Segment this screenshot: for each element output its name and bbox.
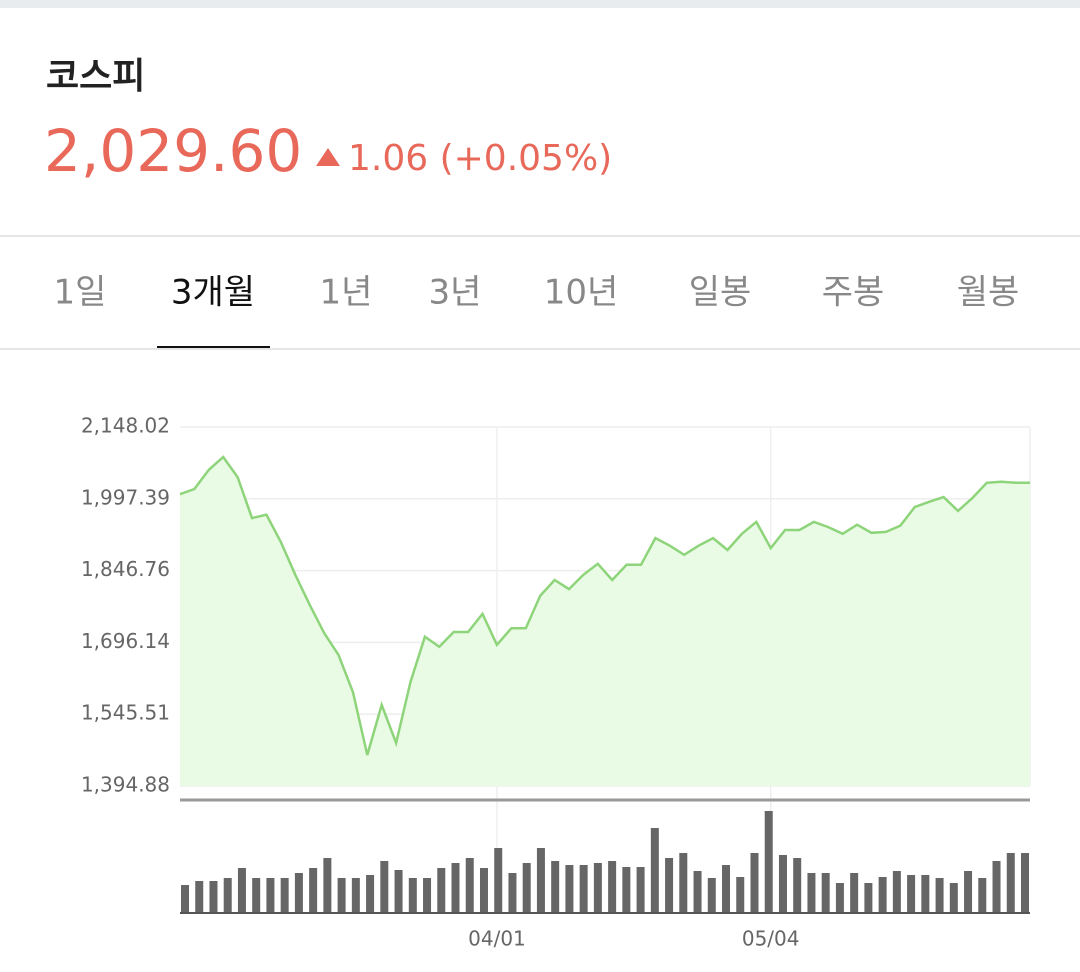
volume-bar <box>423 878 432 913</box>
y-tick-label: 1,846.76 <box>81 557 170 581</box>
tab[interactable]: 월봉 <box>957 273 1020 313</box>
y-tick-label: 1,545.51 <box>81 701 170 725</box>
volume-bar <box>1006 853 1015 913</box>
line <box>179 455 1030 756</box>
volume-bar <box>536 848 545 913</box>
volume-bar <box>237 868 246 913</box>
volume-bar <box>252 878 261 913</box>
volume-bar <box>636 867 645 913</box>
volume-bar <box>935 878 944 913</box>
tab[interactable]: 1일 <box>54 273 107 313</box>
volume-bar <box>892 871 901 913</box>
volume-bar <box>181 885 189 913</box>
volume-bar <box>907 875 916 913</box>
volume-bar <box>309 868 318 913</box>
volume-bar <box>494 848 503 913</box>
volume-bar <box>366 875 375 913</box>
volume-bar <box>622 867 631 913</box>
tab[interactable]: 주봉 <box>822 273 885 313</box>
volume-bar <box>337 878 346 913</box>
volume-bar <box>508 873 517 913</box>
up-arrow <box>316 148 340 166</box>
volume-bar <box>921 875 930 913</box>
index-price: 2,029.60 <box>44 117 302 185</box>
tabs: 1일 3개월 1년 3년 10년 일봉 주봉 월봉 <box>54 273 1020 350</box>
volume-bar <box>679 853 688 913</box>
volume-bar <box>978 878 987 913</box>
volume-bar <box>351 878 360 913</box>
chart: 1,394.88 1,545.51 1,696.14 1,846.76 1,997.39… <box>81 414 1031 951</box>
volume-bar <box>593 863 602 913</box>
volume-bar <box>579 865 588 913</box>
tab[interactable]: 3개월 <box>171 273 255 313</box>
volume-bar <box>551 861 560 913</box>
volume-bar <box>821 873 830 913</box>
volume-bar <box>294 873 303 913</box>
x-tick-label: 04/01 <box>468 927 526 951</box>
tab[interactable]: 10년 <box>544 273 619 313</box>
volume-bar <box>778 855 787 913</box>
volume-bar <box>380 861 389 913</box>
tab[interactable]: 3년 <box>429 273 482 313</box>
volume-bar <box>850 873 859 913</box>
index-change: 1.06 (+0.05%) <box>348 138 612 179</box>
volume-bar <box>764 811 773 913</box>
volume-bar <box>949 883 958 913</box>
volume-bar <box>878 877 887 913</box>
volume-bar <box>693 871 702 913</box>
volume-bar <box>280 878 289 913</box>
tab[interactable]: 일봉 <box>689 273 752 313</box>
volume-bar <box>793 858 802 913</box>
y-tick-label: 2,148.02 <box>81 414 170 438</box>
volume-bar <box>408 878 417 913</box>
volume-bar <box>394 870 403 913</box>
volume-bar <box>479 868 488 913</box>
volume-bar <box>1021 853 1029 913</box>
volume-bar <box>964 871 973 913</box>
y-tick-label: 1,394.88 <box>81 773 170 797</box>
line-area <box>180 457 1030 786</box>
volume-bar <box>736 877 745 913</box>
volume-bar <box>750 853 759 913</box>
volume-bar <box>608 861 617 913</box>
volume-bar <box>195 881 204 913</box>
volume-bar <box>992 861 1001 913</box>
volume-bar <box>522 863 531 913</box>
y-tick-label: 1,696.14 <box>81 629 170 653</box>
volume-bar <box>807 873 816 913</box>
volume-bar <box>835 883 844 913</box>
volume-bar <box>707 878 716 913</box>
volume-bar <box>650 828 659 913</box>
volume-bar <box>437 868 446 913</box>
volume-bar <box>565 865 574 913</box>
volume-bar <box>722 865 731 913</box>
tab[interactable]: 1년 <box>320 273 373 313</box>
top-strip <box>0 0 1080 8</box>
volume-bar <box>864 883 873 913</box>
volume-bar <box>451 863 460 913</box>
volume-bar <box>665 858 674 913</box>
volume-bar <box>323 858 332 913</box>
x-tick-label: 05/04 <box>742 927 800 951</box>
volume-bar <box>209 881 218 913</box>
y-tick-label: 1,997.39 <box>81 485 170 509</box>
volume-bar <box>223 878 232 913</box>
volume-bar <box>465 858 474 913</box>
volume-bar <box>266 878 275 913</box>
index-title: 코스피 <box>46 56 145 97</box>
